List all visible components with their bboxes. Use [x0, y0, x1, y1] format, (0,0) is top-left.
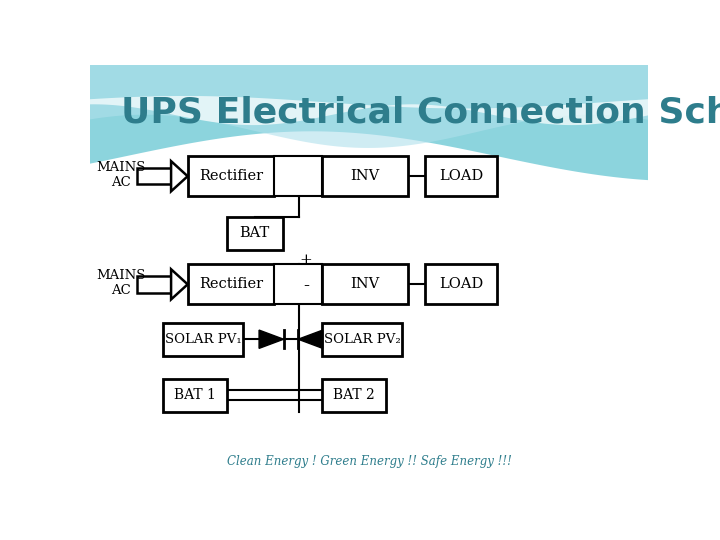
Bar	[163, 322, 243, 356]
Text: INV: INV	[350, 169, 379, 183]
Text: INV: INV	[350, 277, 379, 291]
Text: UPS Electrical Connection Scheme: UPS Electrical Connection Scheme	[121, 96, 720, 130]
Polygon shape	[171, 269, 188, 300]
Text: MAINS: MAINS	[96, 269, 145, 282]
Text: LOAD: LOAD	[439, 277, 483, 291]
Bar	[322, 379, 386, 412]
Bar	[138, 276, 171, 293]
Text: SOLAR PV₂: SOLAR PV₂	[324, 333, 400, 346]
Polygon shape	[171, 161, 188, 191]
Text: SOLAR PV₁: SOLAR PV₁	[165, 333, 241, 346]
Text: LOAD: LOAD	[439, 169, 483, 183]
Text: AC: AC	[111, 284, 130, 297]
Text: Clean Energy ! Green Energy !! Safe Energy !!!: Clean Energy ! Green Energy !! Safe Ener…	[227, 455, 511, 468]
Bar	[138, 168, 171, 185]
Polygon shape	[90, 65, 648, 148]
Bar	[274, 265, 322, 304]
Bar	[274, 156, 322, 196]
Polygon shape	[90, 65, 648, 180]
Text: BAT: BAT	[240, 226, 270, 240]
Bar	[188, 156, 274, 196]
Polygon shape	[298, 330, 323, 348]
Text: MAINS: MAINS	[96, 160, 145, 173]
Bar	[322, 322, 402, 356]
Bar	[227, 217, 282, 250]
Bar	[425, 265, 498, 304]
Text: -: -	[303, 277, 309, 295]
Text: Rectifier: Rectifier	[199, 277, 263, 291]
Polygon shape	[259, 330, 284, 348]
Polygon shape	[90, 96, 648, 125]
Bar	[322, 265, 408, 304]
Text: +: +	[300, 253, 312, 267]
Bar	[163, 379, 227, 412]
Bar	[188, 265, 274, 304]
Text: BAT 1: BAT 1	[174, 388, 215, 402]
Text: AC: AC	[111, 176, 130, 189]
Bar	[425, 156, 498, 196]
Text: BAT 2: BAT 2	[333, 388, 374, 402]
Bar	[322, 156, 408, 196]
Text: Rectifier: Rectifier	[199, 169, 263, 183]
